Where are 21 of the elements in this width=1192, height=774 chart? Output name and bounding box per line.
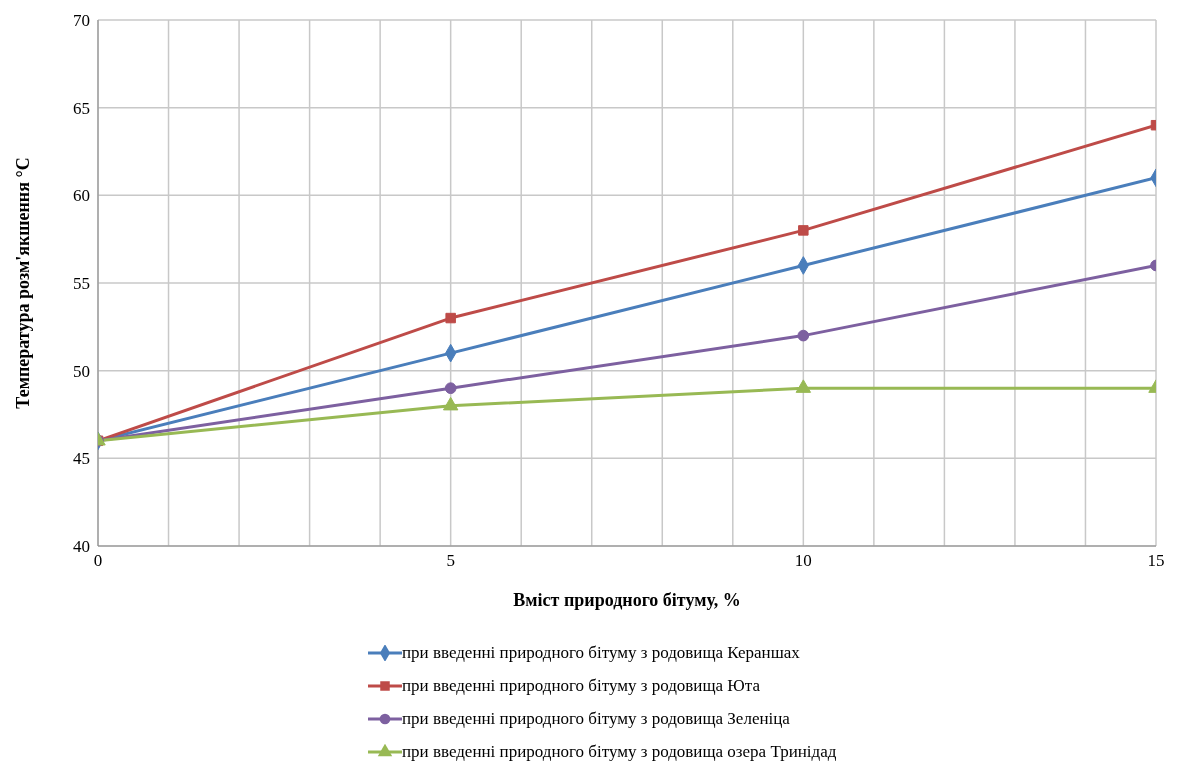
legend-label: при введенні природного бітуму з родовища озера Тринідад (402, 741, 837, 762)
y-tick-label: 65 (73, 98, 90, 118)
legend-label: при введенні природного бітуму з родовища Зеленіца (402, 708, 790, 729)
point (444, 382, 457, 395)
x-tick-label: 0 (93, 551, 103, 571)
y-tick-label: 40 (73, 537, 90, 557)
legend-label: при введенні природного бітуму з родовища Юта (402, 675, 760, 696)
y-tick-label: 60 (73, 186, 90, 206)
x-tick-label: 10 (794, 551, 812, 571)
y-tick-label: 50 (73, 361, 90, 381)
y-tick-label: 70 (73, 11, 90, 31)
y-tick-label: 45 (73, 449, 90, 469)
point (798, 225, 809, 236)
x-tick-label: 15 (1147, 551, 1165, 571)
y-tick-label: 55 (73, 274, 90, 294)
legend-label: при введенні природного бітуму з родовища Кераншах (402, 642, 800, 663)
point (797, 329, 810, 342)
x-axis-title: Вміст природного бітуму, % (513, 590, 741, 610)
x-tick-label: 5 (446, 551, 455, 571)
y-axis-title: Температура розм'якшення °C (13, 157, 34, 409)
point (445, 312, 456, 324)
